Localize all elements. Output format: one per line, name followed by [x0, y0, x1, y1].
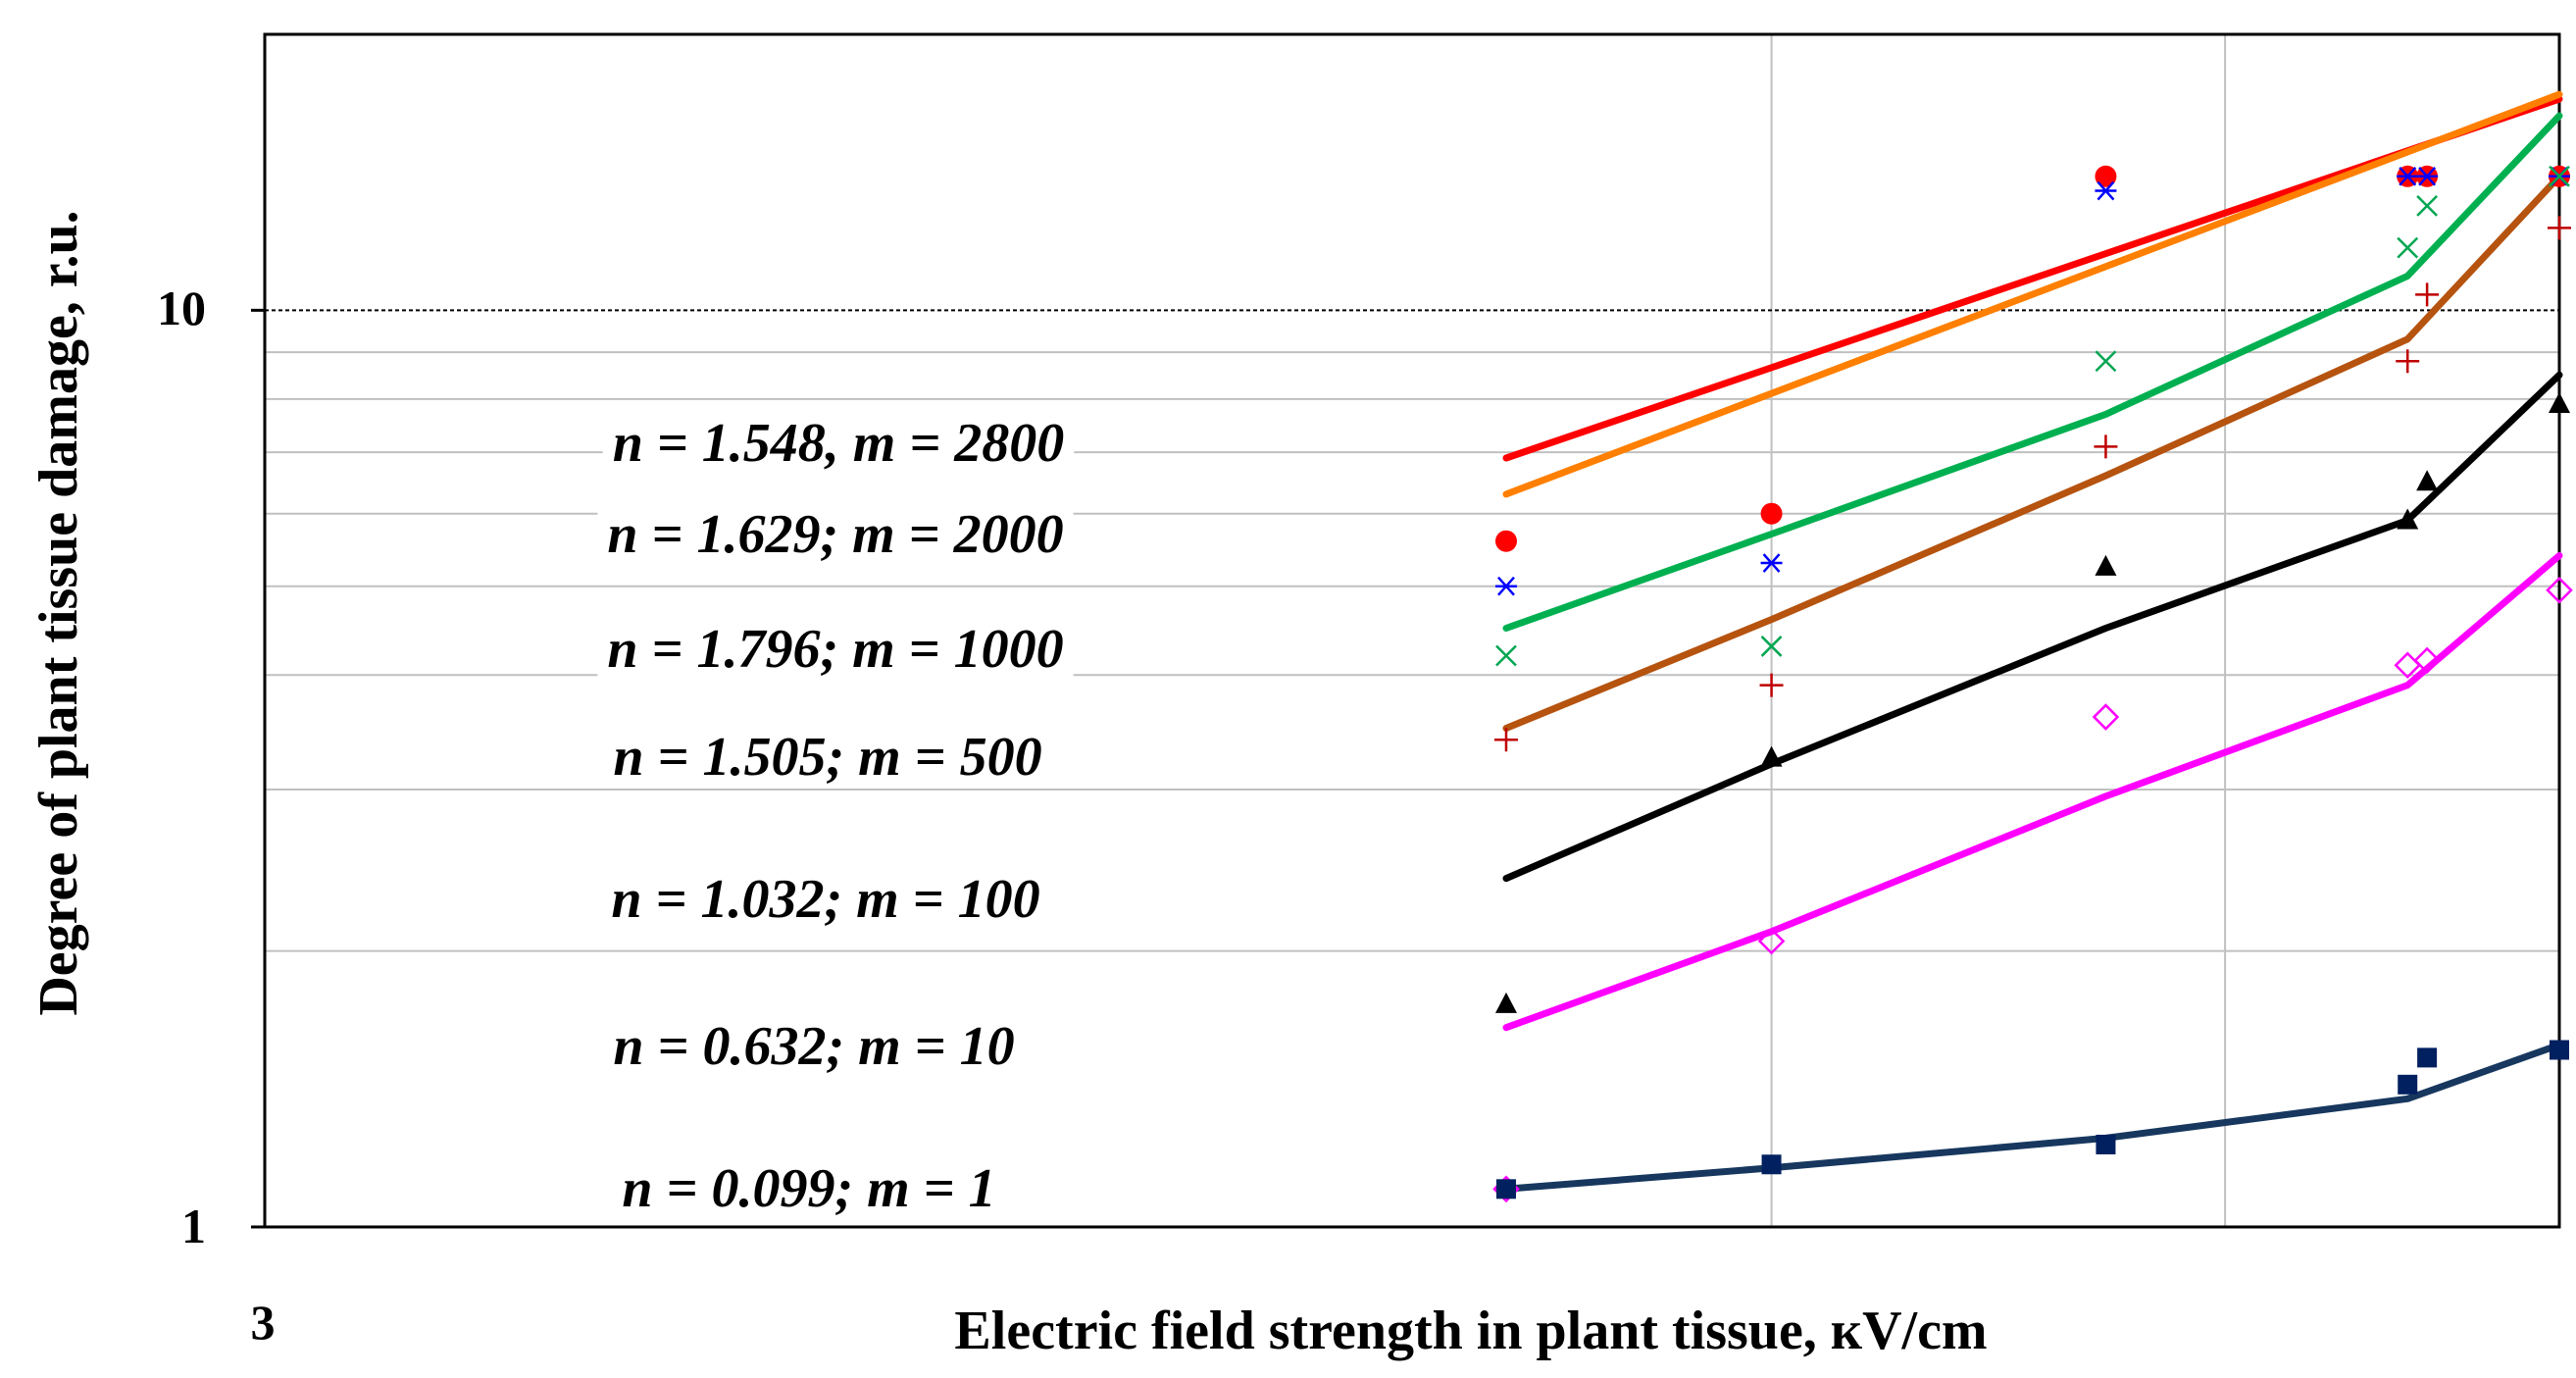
data-point-x [2397, 236, 2419, 259]
annotation-text: n = 0.632; m = 10 [613, 1016, 1014, 1077]
annotation-text: n = 1.629; m = 2000 [607, 504, 1063, 565]
data-point-triangle [2095, 554, 2117, 576]
data-point-plus [1493, 728, 1518, 752]
data-point-asterisk [1494, 576, 1517, 596]
data-point-square [2096, 1134, 2116, 1154]
y-tick-label-1: 1 [181, 1199, 206, 1253]
annotation-background [603, 731, 1052, 788]
data-point-diamond [2394, 651, 2421, 680]
data-point-circle [1760, 502, 1783, 525]
data-point-triangle [2416, 470, 2439, 491]
data-point-triangle [2397, 508, 2419, 530]
annotation-text: n = 1.032; m = 100 [611, 869, 1039, 930]
data-point-square [2550, 1040, 2569, 1060]
y-tick-label-10: 10 [157, 281, 206, 335]
data-point-plus [2094, 434, 2118, 459]
data-point-triangle [2549, 392, 2570, 414]
annotation-text: n = 1.796; m = 1000 [607, 619, 1063, 680]
fit-line [1502, 90, 2563, 498]
y-axis-label: Degree of plant tissue damage, r.u. [28, 210, 89, 1015]
fit-line [1502, 552, 2563, 1032]
data-point-plus [1759, 673, 1784, 697]
data-point-asterisk [1760, 553, 1783, 573]
data-point-circle [2095, 165, 2117, 187]
axis-ticks [251, 308, 265, 1229]
data-markers [1492, 165, 2573, 1203]
data-point-diamond [2546, 577, 2573, 604]
fit-line [1502, 112, 2563, 632]
annotation-text: n = 1.548, m = 2800 [613, 413, 1065, 474]
data-point-x [1760, 636, 1783, 657]
data-point-x [2549, 165, 2570, 187]
x-axis-label: Electric field strength in plant tissue,… [954, 1301, 1987, 1361]
data-point-plus [2415, 282, 2440, 307]
data-point-x [2095, 350, 2117, 373]
plot-area-frame [263, 32, 2561, 1229]
data-point-asterisk [2397, 166, 2419, 186]
annotation-background [603, 1020, 1025, 1077]
data-point-square [2417, 1047, 2438, 1068]
data-point-diamond [2092, 703, 2120, 731]
annotation-backgrounds [597, 417, 1075, 1219]
fit-lines [1502, 90, 2563, 1193]
annotation-text: n = 1.505; m = 500 [613, 727, 1041, 788]
data-point-square [1495, 1179, 1516, 1199]
data-point-diamond [1757, 927, 1786, 955]
data-point-circle [1494, 530, 1517, 552]
data-point-triangle [1494, 992, 1517, 1013]
annotation-background [597, 623, 1074, 680]
annotation-background [597, 508, 1074, 565]
data-point-plus [2396, 349, 2420, 374]
data-point-square [1761, 1154, 1782, 1175]
annotation-text: n = 0.099; m = 1 [622, 1158, 995, 1219]
data-point-x [1495, 644, 1517, 667]
data-point-plus [2548, 216, 2571, 240]
annotation-background [612, 1162, 1006, 1219]
annotation-background [601, 873, 1050, 930]
data-point-triangle [1760, 745, 1783, 767]
x-tick-label-3: 3 [251, 1295, 276, 1350]
fit-line [1502, 371, 2563, 883]
data-point-x [2416, 194, 2439, 217]
data-point-asterisk [2095, 180, 2117, 201]
data-point-asterisk [2416, 166, 2439, 186]
fit-line [1502, 173, 2563, 732]
annotations: n = 1.548, m = 2800 n = 1.629; m = 2000 n … [607, 413, 1064, 1219]
data-point-diamond [2413, 646, 2441, 675]
annotation-background [602, 417, 1075, 474]
data-point-square [2398, 1074, 2418, 1095]
fit-line [1502, 1041, 2563, 1193]
